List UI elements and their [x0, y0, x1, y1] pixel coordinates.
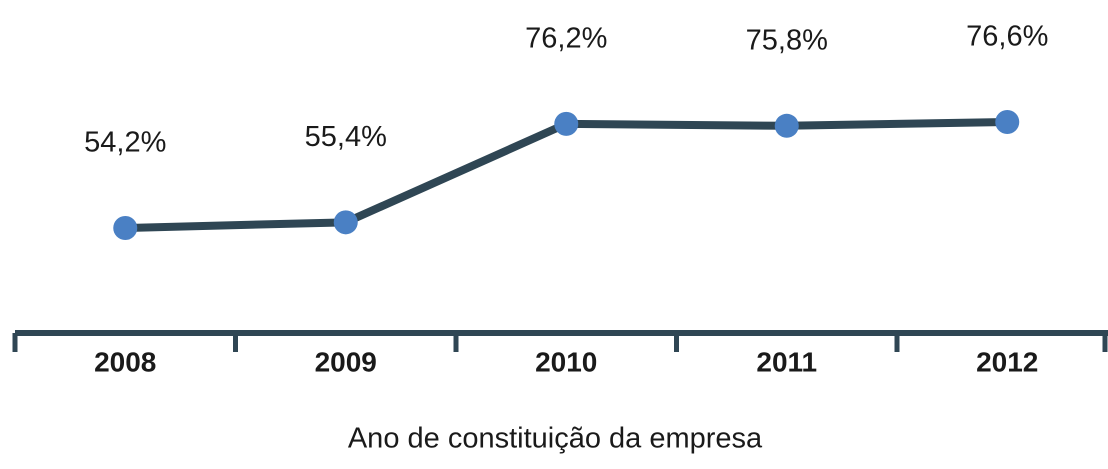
- x-tick-label: 2011: [756, 346, 817, 377]
- x-tick-label: 2008: [94, 346, 156, 377]
- data-label: 54,2%: [84, 127, 166, 159]
- marker: [113, 216, 138, 240]
- data-label: 76,2%: [525, 23, 607, 55]
- x-tick-label: 2009: [315, 346, 377, 377]
- data-label: 76,6%: [966, 21, 1048, 53]
- x-axis-label: Ano de constituição da empresa: [348, 423, 763, 455]
- data-label: 55,4%: [305, 121, 387, 153]
- data-label: 75,8%: [746, 24, 828, 56]
- x-tick-label: 2010: [535, 346, 597, 377]
- marker: [774, 113, 799, 138]
- x-tick-label: 2012: [976, 346, 1038, 377]
- marker: [554, 111, 579, 136]
- marker: [995, 110, 1020, 134]
- line: [125, 118, 1008, 232]
- marker: [333, 210, 358, 235]
